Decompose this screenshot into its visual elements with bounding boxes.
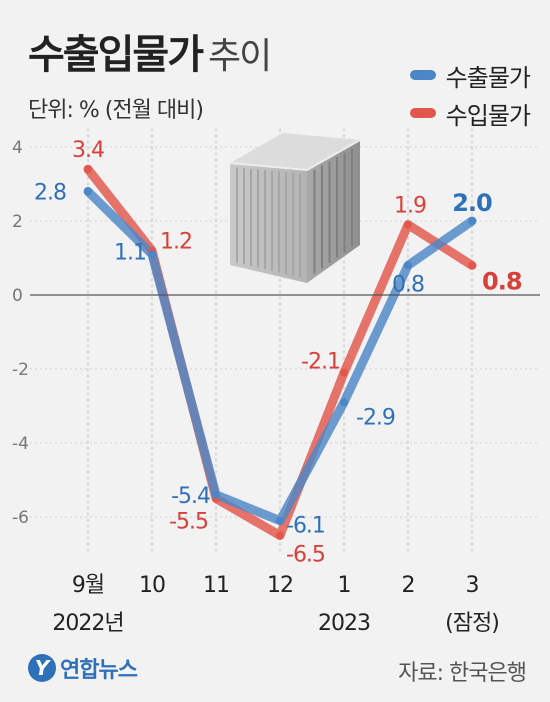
x-tick-sublabel: 2023 (318, 611, 370, 636)
x-tick-label: 2 (402, 573, 415, 598)
legend-label-export: 수출물가 (445, 63, 531, 92)
unit-label: 단위: % (전월 대비) (28, 98, 204, 123)
x-tick-label: 3 (466, 573, 479, 598)
legend: 수출물가 수입물가 (409, 56, 531, 132)
x-tick-label: 9월 (72, 573, 104, 598)
legend-item-import: 수입물가 (409, 94, 531, 132)
import-series-value-label: 3.4 (72, 138, 104, 163)
import-series-value-label: 1.2 (160, 230, 192, 255)
import-series-value-label: 0.8 (482, 267, 522, 295)
import-series-point (404, 220, 412, 229)
import-series-value-label: -6.5 (286, 543, 325, 568)
source-note: 자료: 한국은행 (398, 661, 527, 686)
export-series-point (276, 516, 284, 525)
y-tick-label: -6 (12, 508, 29, 528)
logo-icon: Y (28, 654, 56, 682)
axes: 4 2 0 -2 -4 -6 9월 2022년 10 11 12 1 2023 2 3 (잠정) (12, 138, 540, 636)
y-tick-label: 0 (12, 286, 23, 306)
y-tick-label: -2 (12, 360, 29, 380)
export-series-value-label: -5.4 (171, 484, 210, 509)
export-series-point (340, 398, 348, 407)
export-series-point (148, 250, 156, 259)
import-series-value-label: -5.5 (169, 510, 208, 535)
series (83, 164, 477, 540)
x-tick-label: 1 (338, 573, 351, 598)
import-series-value-label: 1.9 (394, 194, 426, 219)
x-tick-label: 12 (267, 573, 293, 598)
logo-text: 연합뉴스 (60, 658, 138, 683)
chart-title: 수출입물가 추이 (28, 22, 272, 80)
export-series-value-label: 0.8 (392, 272, 424, 297)
y-tick-label: 2 (12, 212, 23, 232)
import-series-value-label: -2.1 (301, 350, 340, 375)
x-tick-sublabel: 2022년 (52, 611, 123, 636)
export-series-point (404, 261, 412, 270)
export-series-value-label: 2.0 (452, 189, 492, 217)
export-series-point (84, 187, 92, 196)
import-series-point (468, 261, 476, 270)
title-sub: 추이 (208, 36, 272, 77)
import-series-point (276, 531, 284, 540)
y-tick-label: 4 (12, 138, 23, 158)
shipping-container-icon (229, 133, 361, 283)
export-series-value-label: -6.1 (286, 514, 325, 539)
import-series-point (340, 368, 348, 377)
x-tick-sublabel: (잠정) (445, 611, 499, 636)
publisher-logo: Y 연합뉴스 (28, 652, 138, 684)
export-series-point (212, 490, 220, 499)
legend-item-export: 수출물가 (409, 56, 531, 94)
export-series-point (468, 217, 476, 225)
y-tick-label: -4 (12, 434, 29, 454)
export-series-value-label: 1.1 (114, 240, 146, 265)
data-labels: 2.8 1.1 -5.4 -6.1 -2.9 0.8 2.0 3.4 1.2 -5.5 -6.5 -2… (34, 138, 523, 568)
export-series-value-label: -2.9 (356, 405, 395, 430)
export-series-value-label: 2.8 (34, 180, 66, 205)
import-series-point (84, 165, 92, 174)
legend-label-import: 수입물가 (445, 101, 531, 130)
x-tick-label: 10 (139, 573, 165, 598)
x-tick-label: 11 (203, 573, 229, 598)
legend-swatch-import (409, 108, 436, 118)
legend-swatch-export (409, 70, 436, 80)
title-main: 수출입물가 (28, 32, 204, 78)
